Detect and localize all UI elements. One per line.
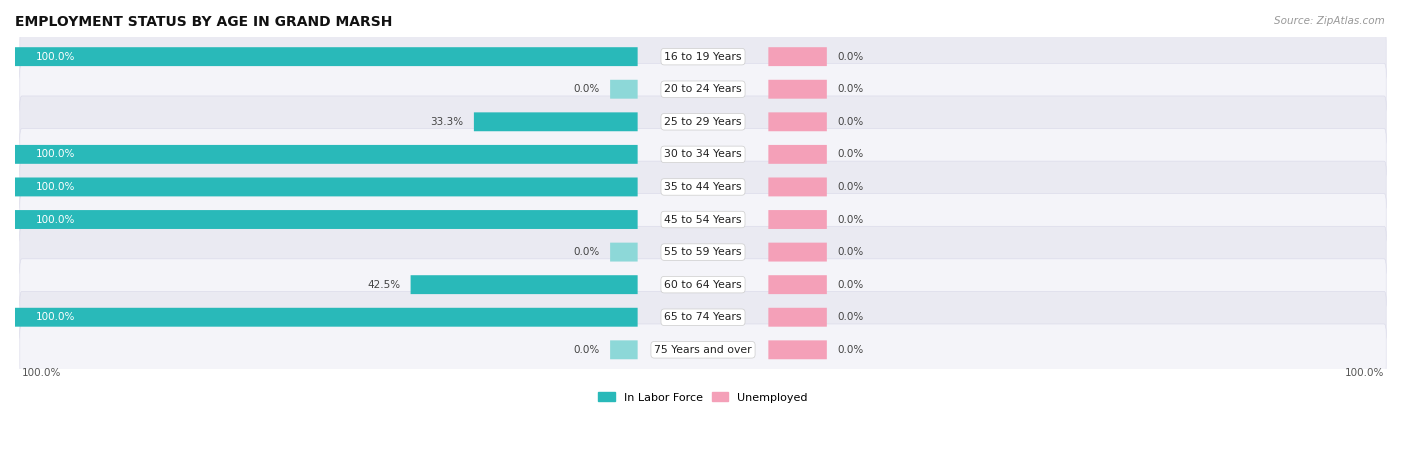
- FancyBboxPatch shape: [411, 275, 638, 294]
- Text: 0.0%: 0.0%: [837, 280, 863, 290]
- Text: 100.0%: 100.0%: [35, 182, 75, 192]
- FancyBboxPatch shape: [768, 112, 827, 131]
- Text: 16 to 19 Years: 16 to 19 Years: [664, 52, 742, 62]
- Text: 0.0%: 0.0%: [837, 149, 863, 159]
- FancyBboxPatch shape: [20, 259, 1386, 310]
- FancyBboxPatch shape: [20, 161, 1386, 213]
- Text: 0.0%: 0.0%: [837, 345, 863, 355]
- Text: 65 to 74 Years: 65 to 74 Years: [664, 312, 742, 322]
- Text: 100.0%: 100.0%: [35, 312, 75, 322]
- Text: 20 to 24 Years: 20 to 24 Years: [664, 84, 742, 94]
- Text: 0.0%: 0.0%: [837, 182, 863, 192]
- Text: 60 to 64 Years: 60 to 64 Years: [664, 280, 742, 290]
- Text: 0.0%: 0.0%: [574, 345, 600, 355]
- Text: 0.0%: 0.0%: [574, 84, 600, 94]
- FancyBboxPatch shape: [768, 178, 827, 196]
- Text: 100.0%: 100.0%: [35, 149, 75, 159]
- Text: Source: ZipAtlas.com: Source: ZipAtlas.com: [1274, 16, 1385, 26]
- FancyBboxPatch shape: [768, 210, 827, 229]
- FancyBboxPatch shape: [20, 324, 1386, 376]
- FancyBboxPatch shape: [768, 47, 827, 66]
- Text: 75 Years and over: 75 Years and over: [654, 345, 752, 355]
- Text: 0.0%: 0.0%: [837, 247, 863, 257]
- Text: 100.0%: 100.0%: [35, 52, 75, 62]
- FancyBboxPatch shape: [15, 178, 638, 196]
- FancyBboxPatch shape: [768, 243, 827, 262]
- Text: 0.0%: 0.0%: [837, 312, 863, 322]
- FancyBboxPatch shape: [610, 341, 638, 359]
- Text: 42.5%: 42.5%: [367, 280, 401, 290]
- Text: 55 to 59 Years: 55 to 59 Years: [664, 247, 742, 257]
- FancyBboxPatch shape: [20, 96, 1386, 147]
- FancyBboxPatch shape: [768, 308, 827, 327]
- FancyBboxPatch shape: [768, 80, 827, 99]
- Text: 35 to 44 Years: 35 to 44 Years: [664, 182, 742, 192]
- FancyBboxPatch shape: [768, 341, 827, 359]
- FancyBboxPatch shape: [15, 145, 638, 164]
- Text: 100.0%: 100.0%: [1344, 368, 1384, 378]
- Text: 0.0%: 0.0%: [837, 215, 863, 225]
- FancyBboxPatch shape: [15, 47, 638, 66]
- FancyBboxPatch shape: [20, 31, 1386, 83]
- FancyBboxPatch shape: [15, 308, 638, 327]
- FancyBboxPatch shape: [20, 64, 1386, 115]
- FancyBboxPatch shape: [20, 129, 1386, 180]
- FancyBboxPatch shape: [474, 112, 638, 131]
- FancyBboxPatch shape: [20, 226, 1386, 278]
- Text: EMPLOYMENT STATUS BY AGE IN GRAND MARSH: EMPLOYMENT STATUS BY AGE IN GRAND MARSH: [15, 15, 392, 29]
- Text: 25 to 29 Years: 25 to 29 Years: [664, 117, 742, 127]
- FancyBboxPatch shape: [768, 275, 827, 294]
- FancyBboxPatch shape: [610, 243, 638, 262]
- Text: 45 to 54 Years: 45 to 54 Years: [664, 215, 742, 225]
- Text: 0.0%: 0.0%: [837, 117, 863, 127]
- FancyBboxPatch shape: [20, 193, 1386, 245]
- FancyBboxPatch shape: [768, 145, 827, 164]
- FancyBboxPatch shape: [15, 210, 638, 229]
- Text: 0.0%: 0.0%: [837, 52, 863, 62]
- FancyBboxPatch shape: [20, 291, 1386, 343]
- Legend: In Labor Force, Unemployed: In Labor Force, Unemployed: [593, 388, 813, 407]
- Text: 30 to 34 Years: 30 to 34 Years: [664, 149, 742, 159]
- Text: 33.3%: 33.3%: [430, 117, 464, 127]
- Text: 0.0%: 0.0%: [574, 247, 600, 257]
- Text: 100.0%: 100.0%: [22, 368, 62, 378]
- Text: 100.0%: 100.0%: [35, 215, 75, 225]
- Text: 0.0%: 0.0%: [837, 84, 863, 94]
- FancyBboxPatch shape: [610, 80, 638, 99]
